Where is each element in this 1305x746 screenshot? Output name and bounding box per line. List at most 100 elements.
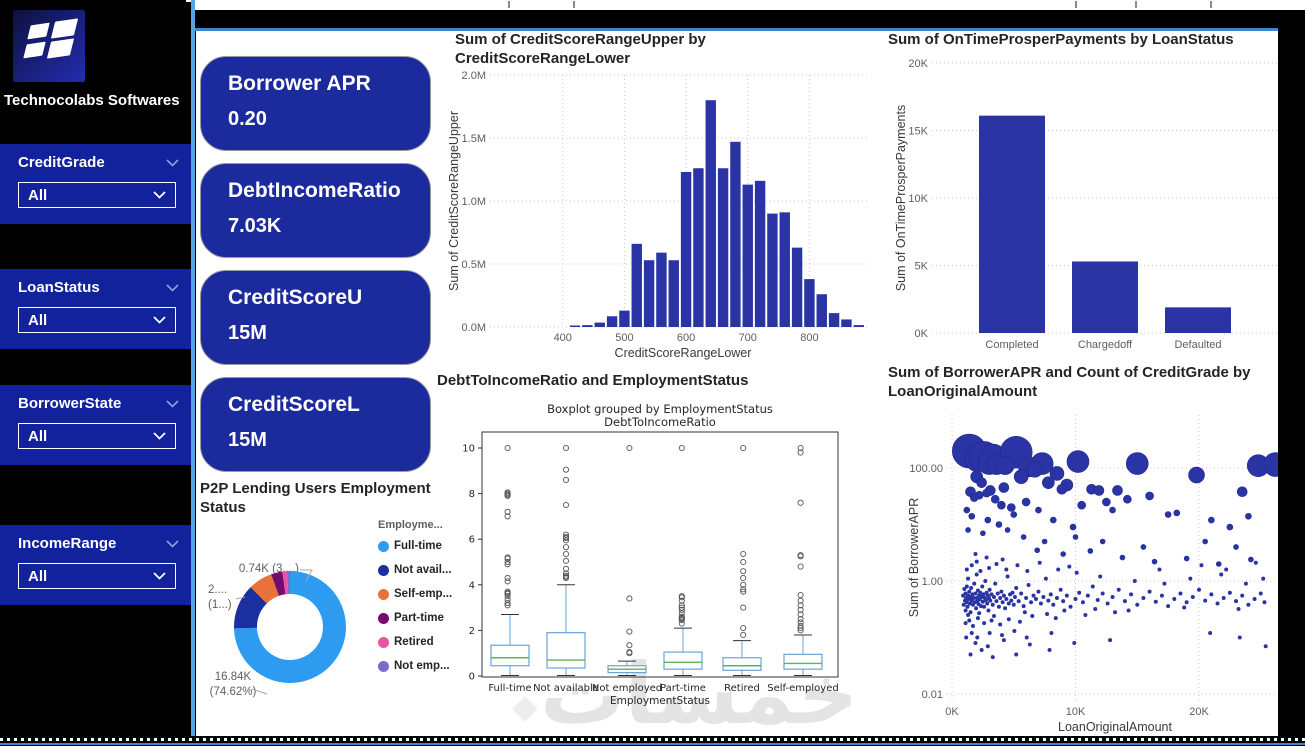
scatter-point[interactable] — [999, 589, 1004, 594]
histogram-bar[interactable] — [804, 279, 815, 327]
chevron-down-icon[interactable] — [166, 158, 179, 167]
scatter-point[interactable] — [1006, 601, 1011, 606]
scatter-point[interactable] — [1162, 581, 1167, 586]
scatter-point[interactable] — [1003, 606, 1008, 611]
scatter-point[interactable] — [985, 644, 990, 649]
scatter-point[interactable] — [1263, 644, 1268, 649]
scatter-bubble[interactable] — [1006, 503, 1016, 512]
scatter-point[interactable] — [972, 581, 977, 586]
scatter-point[interactable] — [1036, 589, 1041, 594]
histogram-bar[interactable] — [816, 294, 827, 327]
scatter-point[interactable] — [978, 590, 983, 595]
scatter-point[interactable] — [994, 561, 999, 566]
legend-item-not-available[interactable]: Not avail... — [378, 564, 452, 576]
scatter-point[interactable] — [1085, 593, 1090, 598]
scatter-point[interactable] — [969, 631, 974, 636]
scatter-point[interactable] — [1188, 576, 1193, 581]
histogram-bar[interactable] — [705, 100, 716, 327]
scatter-point[interactable] — [1073, 597, 1078, 602]
donut-slice-full-time[interactable] — [234, 571, 346, 683]
scatter-bubble[interactable] — [976, 477, 987, 488]
employment-donut-chart[interactable] — [195, 540, 390, 720]
scatter-bubble[interactable] — [1034, 547, 1041, 554]
scatter-bubble[interactable] — [1233, 544, 1239, 550]
bar-completed[interactable] — [979, 115, 1045, 334]
scatter-point[interactable] — [1038, 601, 1043, 606]
scatter-point[interactable] — [998, 596, 1003, 601]
histogram-bar[interactable] — [742, 184, 753, 327]
scatter-point[interactable] — [1116, 587, 1121, 592]
scatter-point[interactable] — [975, 616, 980, 621]
scatter-bubble[interactable] — [1021, 497, 1031, 507]
scatter-bubble[interactable] — [1013, 469, 1029, 485]
scatter-point[interactable] — [968, 652, 973, 657]
scatter-bubble[interactable] — [990, 494, 1000, 504]
scatter-point[interactable] — [1001, 638, 1006, 643]
scatter-point[interactable] — [1253, 560, 1258, 565]
histogram-bar[interactable] — [606, 316, 618, 327]
scatter-point[interactable] — [989, 618, 994, 623]
scatter-point[interactable] — [1083, 613, 1088, 618]
scatter-point[interactable] — [984, 555, 989, 560]
scatter-point[interactable] — [974, 606, 979, 611]
scatter-point[interactable] — [1203, 598, 1208, 603]
histogram-bar[interactable] — [693, 168, 704, 327]
scatter-point[interactable] — [961, 602, 966, 607]
scatter-point[interactable] — [980, 584, 985, 589]
scatter-point[interactable] — [982, 621, 987, 626]
legend-item-part-time[interactable]: Part-time — [378, 612, 444, 624]
scatter-bubble[interactable] — [1173, 509, 1181, 517]
scatter-point[interactable] — [1208, 631, 1213, 636]
scatter-bubble[interactable] — [1093, 485, 1105, 496]
legend-item-retired[interactable]: Retired — [378, 636, 434, 648]
scatter-point[interactable] — [1026, 582, 1031, 587]
scatter-point[interactable] — [968, 610, 973, 615]
scatter-point[interactable] — [1006, 617, 1011, 622]
scatter-point[interactable] — [1224, 567, 1229, 572]
scatter-point[interactable] — [969, 586, 974, 591]
donut-slice-not-avail-[interactable] — [234, 587, 267, 629]
scatter-point[interactable] — [1072, 640, 1077, 645]
scatter-bubble[interactable] — [1004, 527, 1011, 533]
scatter-point[interactable] — [1147, 589, 1152, 594]
scatter-point[interactable] — [985, 601, 990, 606]
scatter-point[interactable] — [1004, 597, 1009, 602]
scatter-bubble[interactable] — [1049, 466, 1065, 481]
scatter-point[interactable] — [1197, 587, 1201, 592]
scatter-point[interactable] — [1043, 576, 1048, 581]
scatter-point[interactable] — [1046, 598, 1051, 603]
scatter-point[interactable] — [1041, 595, 1046, 600]
scatter-bubble[interactable] — [1125, 452, 1149, 475]
bar-defaulted[interactable] — [1165, 307, 1231, 333]
legend-item-self-employed[interactable]: Self-emp... — [378, 588, 452, 600]
donut-slice-self-emp-[interactable] — [250, 574, 279, 604]
scatter-bubble[interactable] — [1140, 544, 1147, 550]
scatter-point[interactable] — [1061, 599, 1066, 604]
scatter-point[interactable] — [1024, 596, 1029, 601]
scatter-bubble[interactable] — [984, 516, 992, 524]
scatter-bubble[interactable] — [1060, 551, 1066, 557]
scatter-bubble[interactable] — [1102, 497, 1111, 507]
scatter-bubble[interactable] — [1263, 452, 1288, 477]
scatter-point[interactable] — [986, 608, 991, 613]
scatter-point[interactable] — [991, 595, 996, 600]
scatter-point[interactable] — [1252, 597, 1257, 602]
scatter-bubble[interactable] — [1119, 554, 1126, 561]
scatter-point[interactable] — [1113, 610, 1118, 615]
bar-chargedoff[interactable] — [1072, 261, 1138, 333]
scatter-point[interactable] — [1012, 629, 1017, 634]
scatter-point[interactable] — [1141, 596, 1146, 601]
scatter-point[interactable] — [1182, 605, 1187, 610]
scatter-point[interactable] — [1132, 579, 1137, 583]
scatter-point[interactable] — [1019, 591, 1024, 596]
scatter-point[interactable] — [1178, 591, 1183, 596]
scatter-point[interactable] — [1067, 564, 1072, 569]
slicer-dropdown-creditgrade[interactable]: All — [18, 182, 176, 208]
scatter-point[interactable] — [974, 559, 979, 564]
scatter-point[interactable] — [978, 569, 983, 574]
scatter-bubble[interactable] — [1020, 534, 1027, 540]
histogram-bar[interactable] — [791, 247, 803, 327]
scatter-point[interactable] — [1056, 567, 1061, 572]
scatter-point[interactable] — [1029, 600, 1034, 605]
scatter-point[interactable] — [1021, 604, 1026, 609]
